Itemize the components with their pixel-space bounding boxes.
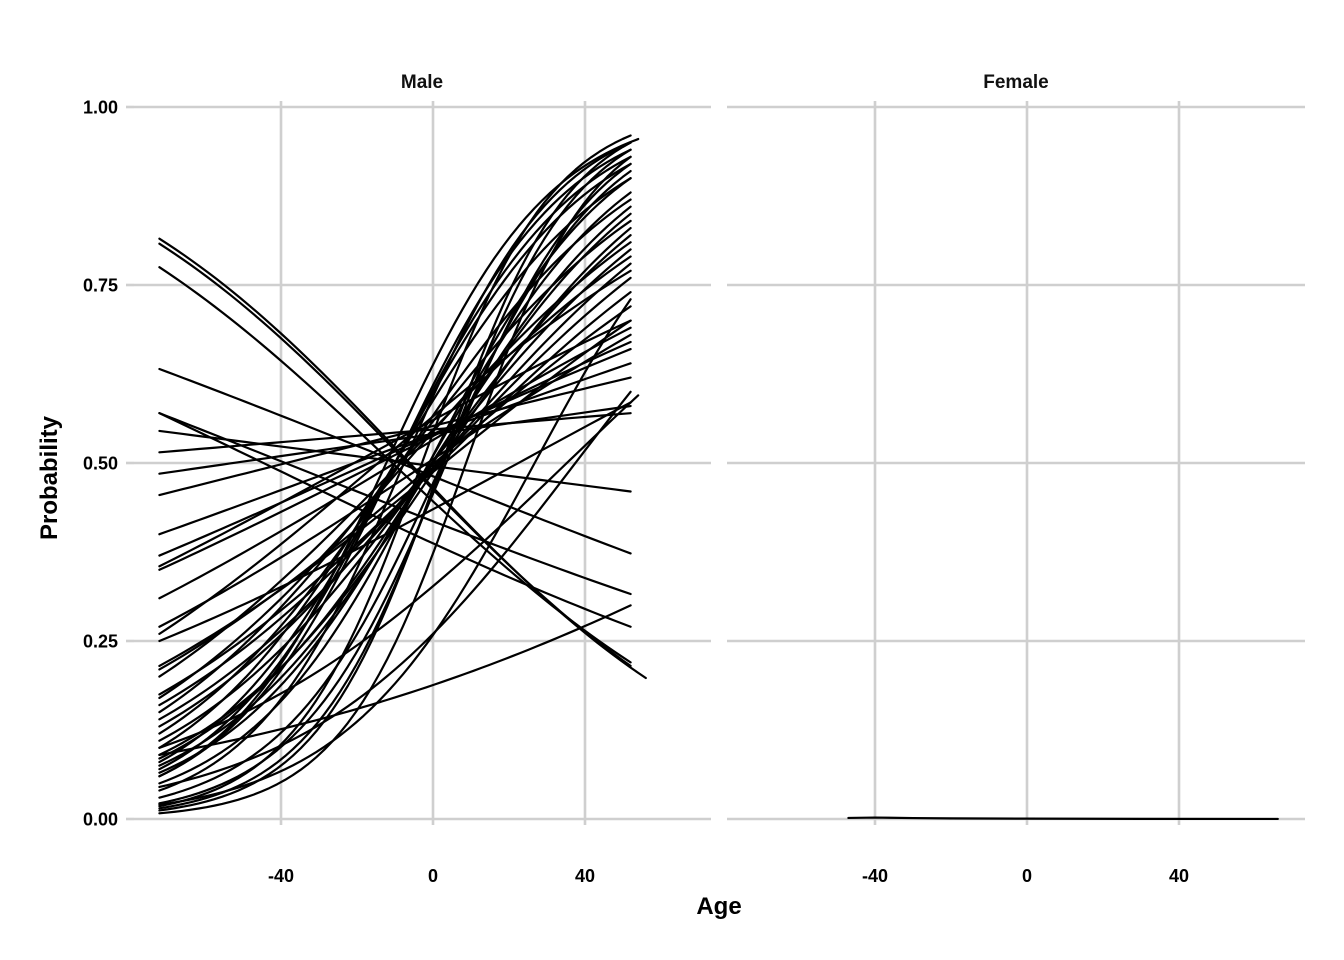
male-curve-46 [158, 137, 640, 778]
y-tick-label: 0.75 [83, 276, 118, 296]
male-curve-37 [158, 412, 632, 454]
y-tick-label: 1.00 [83, 98, 118, 118]
male-curve-17 [158, 234, 632, 742]
x-axis: -40 0 40 -40 0 40 [268, 866, 1189, 886]
male-curve-24 [158, 291, 632, 696]
male-curve-49 [158, 390, 632, 789]
male-curve-20 [158, 262, 632, 721]
male-curve-26 [158, 305, 632, 671]
male-curve-50 [158, 401, 632, 643]
male-curve-36 [158, 404, 632, 475]
male-curve-40 [158, 412, 632, 596]
male-x-tick-label: 0 [428, 866, 438, 886]
male-panel [134, 101, 711, 825]
y-axis: 0.00 0.25 0.50 0.75 1.00 [83, 98, 134, 830]
male-curve-4 [158, 134, 632, 808]
strip-label-male: Male [401, 72, 443, 93]
male-x-tick-label: -40 [268, 866, 294, 886]
y-tick-label: 0.00 [83, 810, 118, 830]
male-x-tick-label: 40 [575, 866, 595, 886]
y-tick-label: 0.50 [83, 454, 118, 474]
male-curve-19 [158, 248, 632, 728]
male-curve-48 [158, 298, 632, 806]
male-curve-42 [158, 367, 632, 555]
male-curve-23 [158, 241, 632, 700]
female-x-tick-label: 0 [1022, 866, 1032, 886]
male-curve-3 [158, 148, 632, 810]
male-curve-30 [158, 326, 632, 600]
y-axis-title: Probability [36, 415, 63, 540]
female-x-tick-label: 40 [1169, 866, 1189, 886]
y-tick-label: 0.25 [83, 632, 118, 652]
male-curve-35 [158, 376, 632, 497]
male-curve-15 [158, 226, 632, 757]
strip-label-female: Female [983, 72, 1048, 93]
male-curve-31 [158, 340, 632, 571]
male-curve-38 [158, 604, 632, 757]
male-curve-27 [158, 319, 632, 668]
male-curve-45 [158, 237, 647, 680]
female-panel [727, 101, 1305, 825]
male-curve-47 [158, 394, 640, 749]
male-curve-5 [158, 162, 632, 805]
male-curve-14 [158, 212, 632, 760]
male-curve-41 [158, 412, 632, 628]
female-x-tick-label: -40 [862, 866, 888, 886]
x-axis-title: Age [696, 893, 741, 920]
female-curve-1 [847, 816, 1279, 821]
